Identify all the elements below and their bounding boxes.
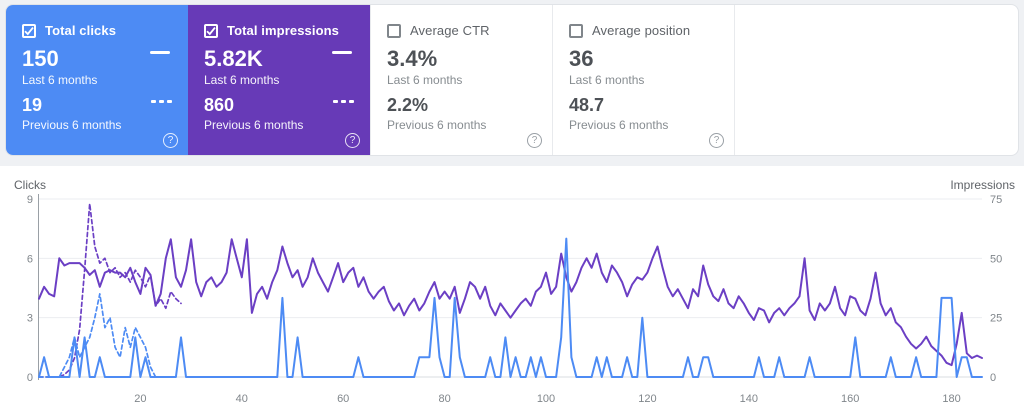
series-clicks-solid <box>38 237 983 378</box>
performance-chart-panel: Clicks Impressions 0 0 3 25 6 50 9 75 20 40 60 80 10… <box>0 166 1024 416</box>
left-axis-tick: 3 <box>27 313 33 325</box>
dotted-line-legend-icon <box>151 100 172 103</box>
card-title: Total impressions <box>227 23 339 38</box>
card-total-clicks[interactable]: Total clicks 150 Last 6 months 19 Previo… <box>6 5 188 155</box>
card-average-position[interactable]: Average position 36 Last 6 months 48.7 P… <box>552 5 734 155</box>
help-icon[interactable]: ? <box>345 133 360 148</box>
card-title: Average position <box>592 23 691 38</box>
right-axis-title: Impressions <box>950 178 1015 192</box>
clicks-current-value: 150 <box>22 46 59 71</box>
ctr-current-label: Last 6 months <box>387 73 463 88</box>
total-impressions-checkbox[interactable] <box>204 23 218 38</box>
series-clicks-dashed <box>38 293 157 378</box>
card-title: Total clicks <box>45 23 117 38</box>
position-current-value: 36 <box>569 46 594 71</box>
position-current-label: Last 6 months <box>569 73 645 88</box>
impressions-previous-value: 860 <box>204 95 235 116</box>
solid-line-legend-icon <box>332 51 352 54</box>
clicks-previous-value: 19 <box>22 95 43 116</box>
left-axis-tick: 6 <box>27 253 33 265</box>
cards-panel-empty-area <box>734 5 1018 155</box>
help-icon[interactable]: ? <box>527 133 542 148</box>
left-axis-tick: 0 <box>27 372 33 384</box>
clicks-current-label: Last 6 months <box>22 73 98 88</box>
dotted-line-legend-icon <box>333 100 354 103</box>
series-impressions-dashed <box>38 202 182 378</box>
x-axis-tick: 160 <box>841 393 859 405</box>
x-axis-tick: 120 <box>638 393 656 405</box>
right-axis-tick: 25 <box>990 313 1002 325</box>
average-position-checkbox[interactable] <box>569 23 583 38</box>
solid-line-legend-icon <box>150 51 170 54</box>
left-axis-title: Clicks <box>14 178 46 192</box>
check-icon <box>24 26 34 35</box>
help-icon[interactable]: ? <box>709 133 724 148</box>
ctr-current-value: 3.4% <box>387 46 438 71</box>
series-impressions-solid <box>38 238 983 367</box>
x-axis-tick: 80 <box>438 393 450 405</box>
help-icon[interactable]: ? <box>163 133 178 148</box>
x-axis-tick: 180 <box>942 393 960 405</box>
position-previous-value: 48.7 <box>569 95 605 116</box>
average-ctr-checkbox[interactable] <box>387 23 401 38</box>
check-icon <box>206 26 216 35</box>
position-previous-label: Previous 6 months <box>569 117 669 132</box>
ctr-previous-label: Previous 6 months <box>387 117 487 132</box>
card-total-impressions[interactable]: Total impressions 5.82K Last 6 months 86… <box>188 5 370 155</box>
clicks-impressions-line-chart[interactable]: 0 0 3 25 6 50 9 75 20 40 60 80 100 120 140 160 180 <box>5 166 1019 416</box>
x-axis-tick: 100 <box>537 393 555 405</box>
clicks-previous-label: Previous 6 months <box>22 117 122 132</box>
impressions-current-value: 5.82K <box>204 46 263 71</box>
right-axis-tick: 50 <box>990 253 1002 265</box>
impressions-previous-label: Previous 6 months <box>204 117 304 132</box>
x-axis-tick: 140 <box>740 393 758 405</box>
impressions-current-label: Last 6 months <box>204 73 280 88</box>
card-average-ctr[interactable]: Average CTR 3.4% Last 6 months 2.2% Prev… <box>370 5 552 155</box>
x-axis-tick: 40 <box>236 393 248 405</box>
x-axis-tick: 20 <box>134 393 146 405</box>
x-axis-tick: 60 <box>337 393 349 405</box>
total-clicks-checkbox[interactable] <box>22 23 36 38</box>
ctr-previous-value: 2.2% <box>387 95 429 116</box>
card-title: Average CTR <box>410 23 490 38</box>
right-axis-tick: 0 <box>990 372 996 384</box>
left-axis-tick: 9 <box>27 194 33 206</box>
right-axis-tick: 75 <box>990 194 1002 206</box>
metrics-cards-panel: Total clicks 150 Last 6 months 19 Previo… <box>5 4 1019 156</box>
